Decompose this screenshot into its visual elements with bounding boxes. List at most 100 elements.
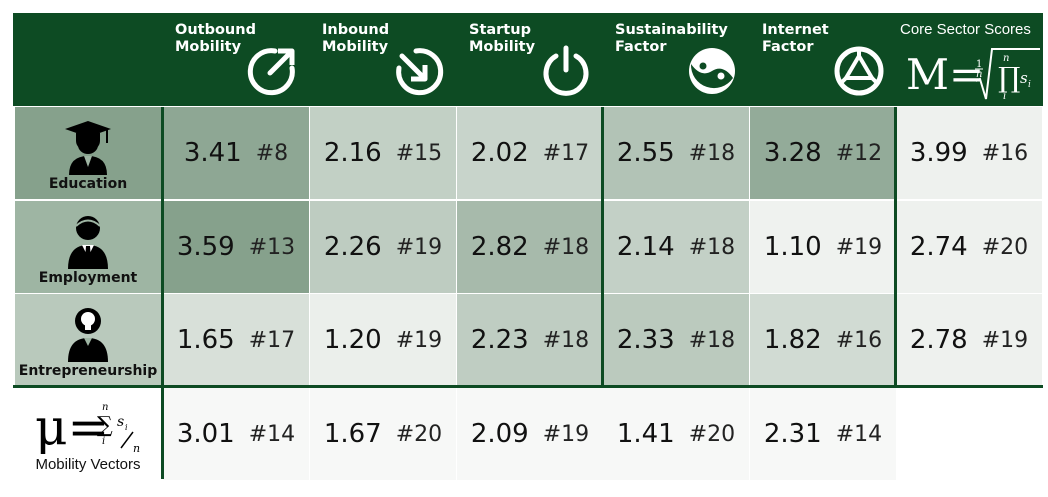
row-name: Employment	[38, 270, 138, 286]
svg-text:1: 1	[976, 59, 982, 70]
cell-rank: #8	[255, 140, 289, 166]
cell-value: 1.41	[616, 419, 675, 449]
column-header: Sustainability Factor	[603, 13, 749, 106]
row-header-entrepreneurship: Entrepreneurship	[15, 294, 161, 386]
cell-rank: #17	[542, 140, 590, 166]
core-score-cell: 3.99 #16	[896, 107, 1042, 199]
core-score-value: 2.74	[909, 232, 968, 262]
table-cell: 1.20 #19	[310, 294, 456, 386]
network-globe-icon	[832, 44, 886, 98]
row-name: Mobility Vectors	[35, 456, 141, 473]
cell-rank: #13	[248, 234, 296, 260]
cell-rank: #20	[395, 421, 443, 447]
column-header: Inbound Mobility	[310, 13, 456, 106]
cell-value: 2.16	[323, 138, 382, 168]
cell-value: 2.02	[470, 138, 529, 168]
cell-value: 1.20	[323, 325, 382, 355]
cell-rank: #17	[248, 327, 296, 353]
graduate-icon	[63, 119, 113, 180]
column-divider	[894, 107, 897, 386]
svg-text:n: n	[102, 402, 108, 413]
outbound-arrow-icon	[245, 44, 299, 98]
svg-text:i: i	[1028, 80, 1031, 90]
cell-value: 2.23	[470, 325, 529, 355]
row-header-employment: Employment	[15, 201, 161, 293]
cell-value: 2.33	[616, 325, 675, 355]
table-cell: 3.59 #13	[163, 201, 309, 293]
core-score-rank: #19	[981, 327, 1029, 353]
cell-rank: #19	[835, 234, 883, 260]
table-cell: 2.16 #15	[310, 107, 456, 199]
table-cell: 2.14 #18	[603, 201, 749, 293]
column-header-label: Inbound Mobility	[322, 22, 390, 55]
column-header: Outbound Mobility	[163, 13, 309, 106]
employee-icon	[63, 213, 113, 274]
core-score-cell: 2.78 #19	[896, 294, 1042, 386]
mu-formula-text: μ=	[35, 398, 109, 454]
cell-rank: #18	[542, 234, 590, 260]
column-divider	[161, 107, 164, 479]
cell-rank: #20	[688, 421, 736, 447]
table-cell: 1.65 #17	[163, 294, 309, 386]
table-cell: 3.41 #8	[163, 107, 309, 199]
cell-value: 2.09	[470, 419, 529, 449]
cell-value: 2.31	[763, 419, 822, 449]
core-score-rank: #16	[981, 140, 1029, 166]
cell-value: 3.41	[183, 138, 242, 168]
cell-value: 3.59	[176, 232, 235, 262]
table-cell: 2.55 #18	[603, 107, 749, 199]
cell-rank: #18	[688, 234, 736, 260]
cell-value: 2.82	[470, 232, 529, 262]
row-name: Entrepreneurship	[18, 363, 158, 379]
cell-value: 2.26	[323, 232, 382, 262]
cell-value: 1.67	[323, 419, 382, 449]
cell-value: 3.01	[176, 419, 235, 449]
table-cell: 2.02 #17	[457, 107, 603, 199]
power-icon	[539, 44, 593, 98]
svg-text:∏: ∏	[998, 61, 1020, 94]
table-cell: 1.82 #16	[750, 294, 896, 386]
cell-rank: #19	[395, 234, 443, 260]
table-cell: 2.23 #18	[457, 294, 603, 386]
cell-rank: #14	[248, 421, 296, 447]
column-header: Internet Factor	[750, 13, 896, 106]
cell-rank: #18	[688, 327, 736, 353]
cell-value: 3.28	[763, 138, 822, 168]
table-cell: 1.67 #20	[310, 388, 456, 480]
core-score-cell: 2.74 #20	[896, 201, 1042, 293]
cell-value: 1.82	[763, 325, 822, 355]
cell-rank: #18	[542, 327, 590, 353]
core-score-value: 2.78	[909, 325, 968, 355]
cell-rank: #18	[688, 140, 736, 166]
cell-rank: #19	[542, 421, 590, 447]
column-header-label: Sustainability Factor	[615, 22, 728, 55]
inbound-arrow-icon	[392, 44, 446, 98]
table-cell: 1.10 #19	[750, 201, 896, 293]
table-cell: 2.33 #18	[603, 294, 749, 386]
core-empty-cell	[896, 388, 1042, 480]
table-cell: 2.31 #14	[750, 388, 896, 480]
svg-text:s: s	[1020, 69, 1028, 87]
svg-text:n: n	[133, 442, 140, 454]
mobility-vectors-header: μ= ∑ n i s i n Mobility Vectors	[15, 388, 161, 480]
table-cell: 2.26 #19	[310, 201, 456, 293]
column-header-label: Startup Mobility	[469, 22, 536, 55]
cell-value: 1.10	[763, 232, 822, 262]
core-column-label: Core Sector Scores	[900, 21, 1031, 38]
entrepreneur-icon	[63, 306, 113, 367]
cell-value: 2.14	[616, 232, 675, 262]
column-header-label: Internet Factor	[762, 22, 829, 55]
column-header-label: Outbound Mobility	[175, 22, 256, 55]
svg-text:i: i	[1003, 91, 1006, 102]
core-score-value: 3.99	[909, 138, 968, 168]
core-formula: M= 1 n ∏ n i s i	[902, 41, 1042, 103]
cell-rank: #12	[835, 140, 883, 166]
core-column-header: Core Sector Scores M= 1 n ∏ n i s i	[896, 13, 1042, 106]
svg-text:∑: ∑	[97, 413, 113, 438]
table-cell: 3.28 #12	[750, 107, 896, 199]
cell-rank: #14	[835, 421, 883, 447]
core-score-rank: #20	[981, 234, 1029, 260]
table-cell: 2.82 #18	[457, 201, 603, 293]
svg-text:i: i	[125, 423, 128, 432]
